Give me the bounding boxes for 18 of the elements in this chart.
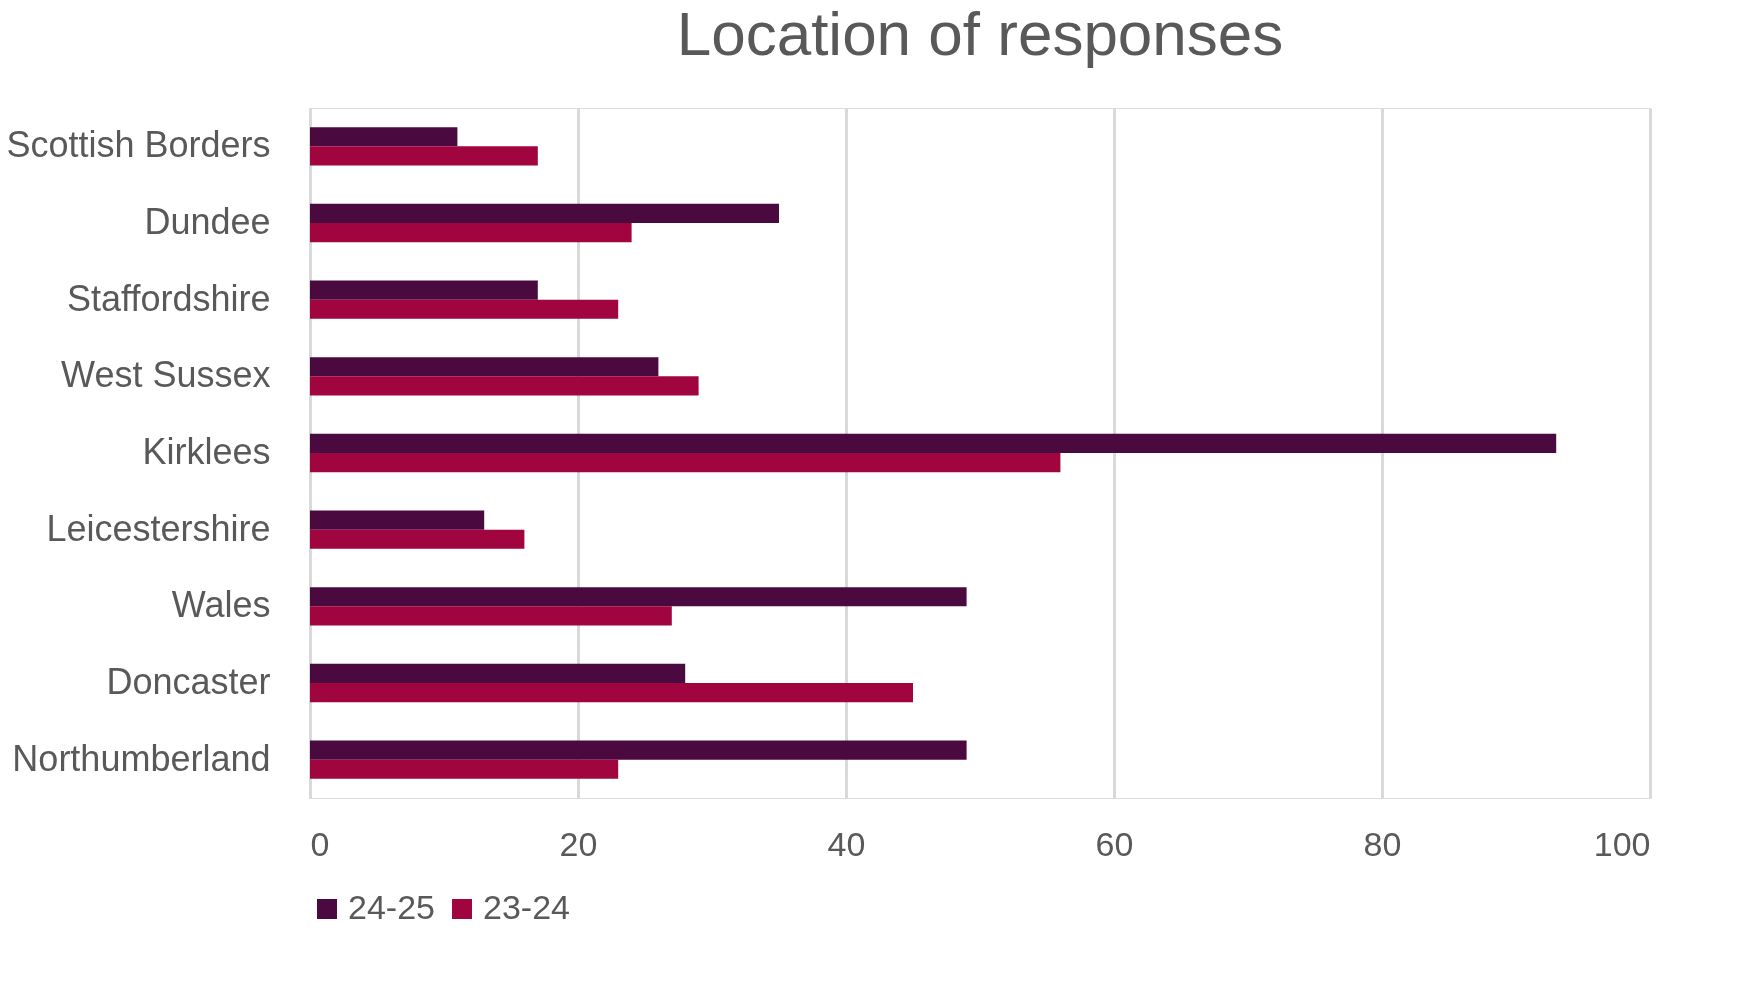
x-tick-label: 20 xyxy=(559,824,598,863)
chart-title: Location of responses xyxy=(676,0,1284,68)
x-tick-label: 80 xyxy=(1363,824,1402,863)
y-tick-label: Leicestershire xyxy=(46,507,271,549)
legend-label: 24-25 xyxy=(348,888,435,926)
y-tick-label: Doncaster xyxy=(106,661,271,702)
y-tick-label: Kirklees xyxy=(142,431,271,472)
x-tick-label: 60 xyxy=(1095,824,1134,863)
y-tick-label: Northumberland xyxy=(12,737,271,779)
x-tick-label: 100 xyxy=(1593,824,1651,863)
x-tick-label: 0 xyxy=(310,824,330,863)
y-tick-label: Staffordshire xyxy=(67,277,271,319)
y-tick-label: West Sussex xyxy=(61,354,271,396)
x-tick-label: 40 xyxy=(827,824,866,863)
legend-label: 23-24 xyxy=(483,888,570,926)
y-tick-label: Scottish Borders xyxy=(6,124,271,166)
y-tick-label: Dundee xyxy=(144,201,271,242)
y-tick-label: Wales xyxy=(171,584,271,626)
